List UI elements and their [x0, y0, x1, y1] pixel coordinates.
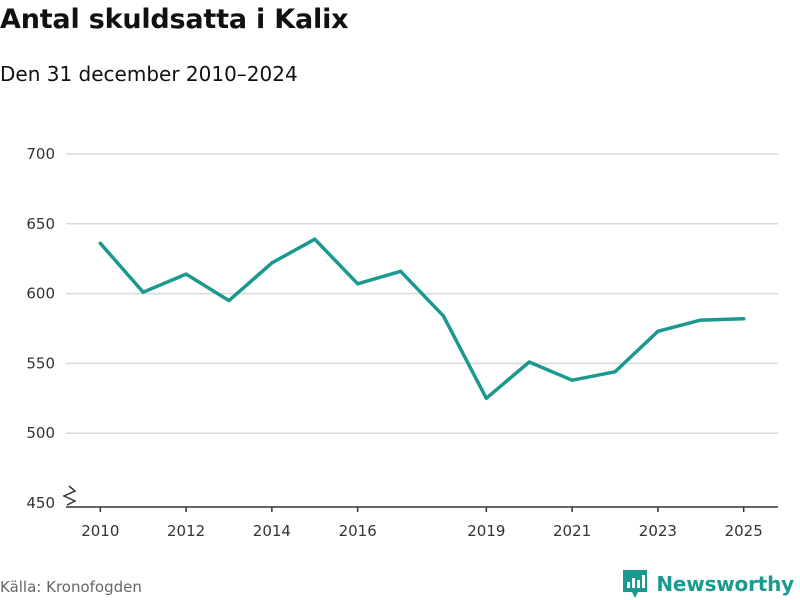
x-tick-label: 2023: [639, 522, 677, 540]
chart-subtitle: Den 31 december 2010–2024: [0, 62, 298, 86]
x-tick-label: 2012: [167, 522, 205, 540]
source-note: Källa: Kronofogden: [0, 578, 142, 596]
x-axis: 2010 2012 2014 2016 2019 2021 2023 2025: [66, 506, 778, 540]
y-tick-label: 450: [26, 494, 55, 512]
data-point: [141, 290, 145, 294]
data-point: [613, 370, 617, 374]
data-point: [656, 329, 660, 333]
brand-name: Newsworthy: [656, 572, 794, 596]
series-line-0: [98, 237, 746, 401]
data-point: [484, 396, 488, 400]
axis-break-zigzag: [62, 485, 77, 506]
y-tick-label: 700: [26, 145, 55, 163]
data-point: [227, 298, 231, 303]
chart-title: Antal skuldsatta i Kalix: [0, 4, 349, 35]
data-point: [356, 282, 360, 286]
x-tick-label: 2010: [81, 522, 119, 540]
data-point: [699, 318, 703, 322]
x-tick-label: 2014: [253, 522, 291, 540]
axis-break-icon: [62, 485, 77, 506]
brand: Newsworthy: [622, 569, 794, 599]
data-point: [570, 378, 574, 382]
data-point: [441, 314, 446, 318]
x-tick-label: 2025: [725, 522, 763, 540]
x-tick-label: 2016: [339, 522, 377, 540]
series-layer: [98, 237, 746, 401]
data-point: [313, 237, 317, 241]
x-tick-label: 2019: [467, 522, 505, 540]
data-point: [398, 269, 403, 273]
data-point: [270, 261, 274, 265]
data-point: [742, 317, 746, 321]
x-tick-label: 2021: [553, 522, 591, 540]
y-axis-ticks: 450 500 550 600 650 700: [26, 145, 55, 512]
data-point: [527, 360, 531, 364]
y-tick-label: 600: [26, 285, 55, 303]
y-tick-label: 650: [26, 215, 55, 233]
y-tick-label: 550: [26, 354, 55, 372]
data-point: [98, 241, 102, 245]
data-point: [184, 272, 188, 276]
y-tick-label: 500: [26, 424, 55, 442]
newsworthy-logo-icon: [623, 570, 648, 598]
